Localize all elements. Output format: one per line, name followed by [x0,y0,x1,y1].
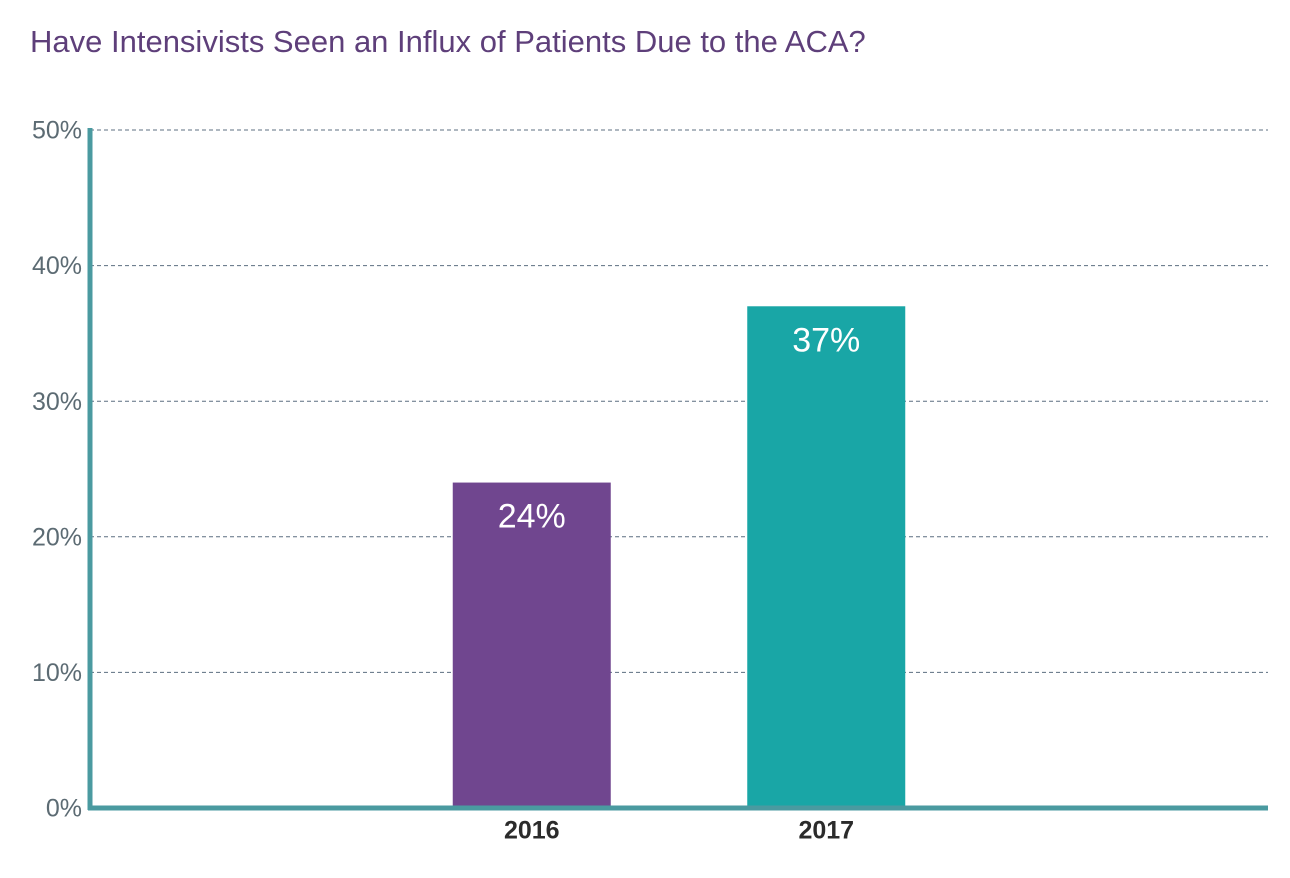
value-label: 24% [498,498,566,536]
bar [747,306,906,808]
y-tick-label: 20% [32,523,82,551]
y-tick-label: 30% [32,388,82,416]
y-tick-label: 10% [32,659,82,687]
value-label: 37% [792,321,860,359]
bar [452,482,611,808]
x-tick-label: 2017 [798,817,854,845]
y-tick-label: 0% [46,795,82,823]
x-tick-label: 2016 [504,817,560,845]
y-tick-label: 50% [32,117,82,145]
chart-title: Have Intensivists Seen an Influx of Pati… [30,24,866,59]
y-tick-label: 40% [32,252,82,280]
